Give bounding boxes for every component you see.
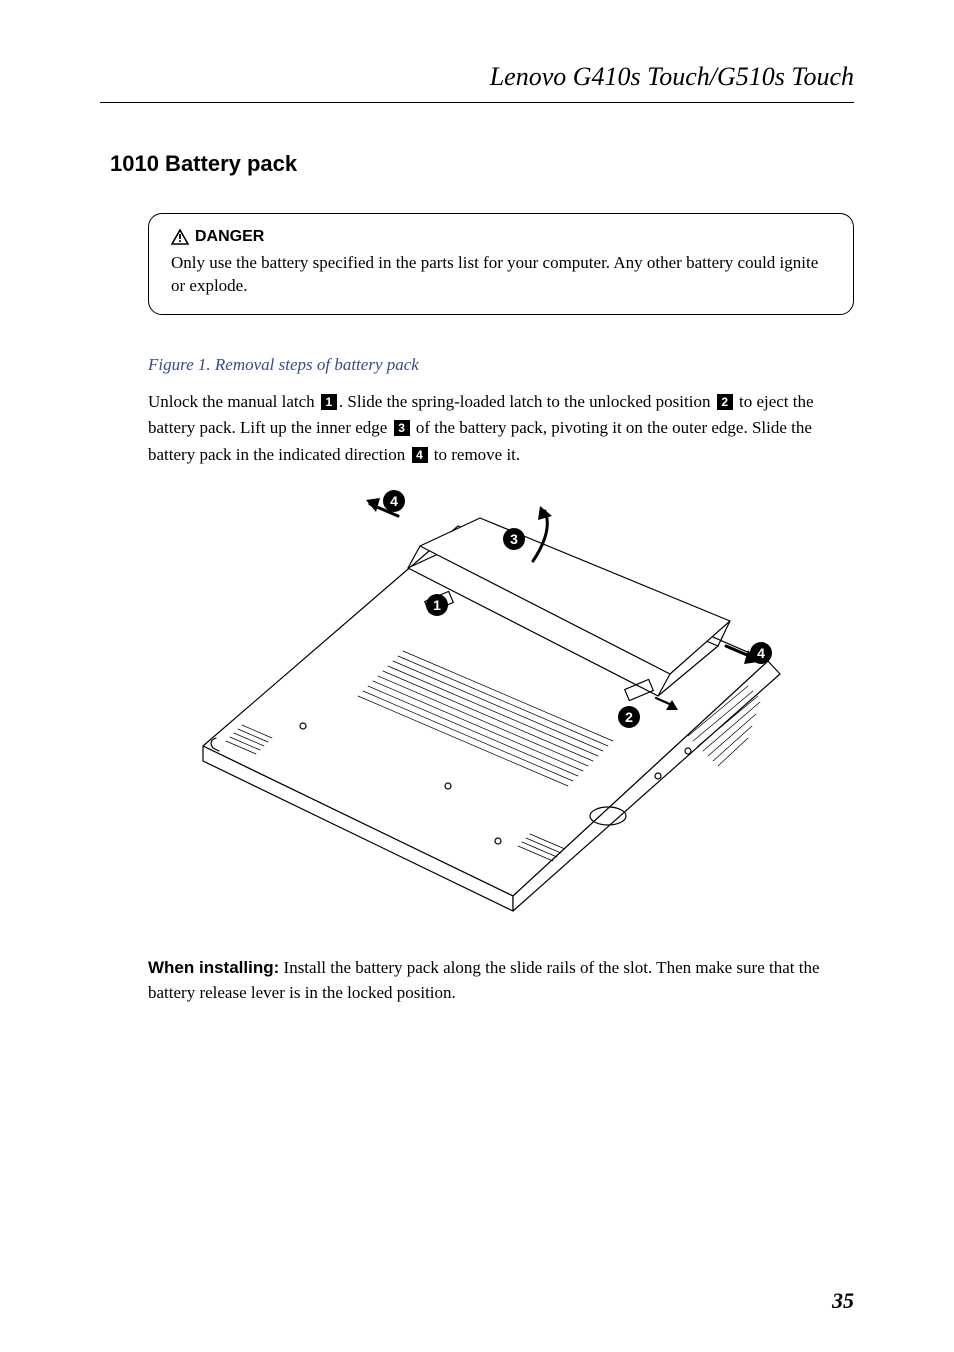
section-heading: 1010 Battery pack: [110, 151, 854, 177]
page: Lenovo G410s Touch/G510s Touch 1010 Batt…: [0, 0, 954, 1352]
danger-text: Only use the battery specified in the pa…: [171, 252, 831, 298]
instr-text: Unlock the manual latch: [148, 392, 319, 411]
step-marker-4: 4: [412, 447, 428, 463]
step-marker-1: 1: [321, 394, 337, 410]
diagram-callout-2: 2: [618, 706, 640, 728]
diagram-callout-4a: 4: [383, 490, 405, 512]
document-header-title: Lenovo G410s Touch/G510s Touch: [100, 62, 854, 92]
instr-text: . Slide the spring-loaded latch to the u…: [339, 392, 715, 411]
install-note: When installing: Install the battery pac…: [148, 956, 854, 1005]
danger-box: DANGER Only use the battery specified in…: [148, 213, 854, 315]
page-number: 35: [832, 1288, 854, 1314]
diagram-callout-3: 3: [503, 528, 525, 550]
diagram-callout-1: 1: [426, 594, 448, 616]
battery-removal-diagram: 1 2 3 4 4: [148, 486, 788, 926]
danger-label: DANGER: [195, 228, 264, 246]
header-rule: [100, 102, 854, 103]
warning-triangle-icon: [171, 229, 189, 245]
step-marker-2: 2: [717, 394, 733, 410]
removal-instructions: Unlock the manual latch 1. Slide the spr…: [148, 389, 854, 468]
install-note-label: When installing:: [148, 958, 279, 977]
step-marker-3: 3: [394, 420, 410, 436]
figure-caption: Figure 1. Removal steps of battery pack: [148, 355, 854, 375]
danger-header: DANGER: [171, 228, 831, 246]
instr-text: to remove it.: [430, 445, 521, 464]
diagram-callout-4b: 4: [750, 642, 772, 664]
